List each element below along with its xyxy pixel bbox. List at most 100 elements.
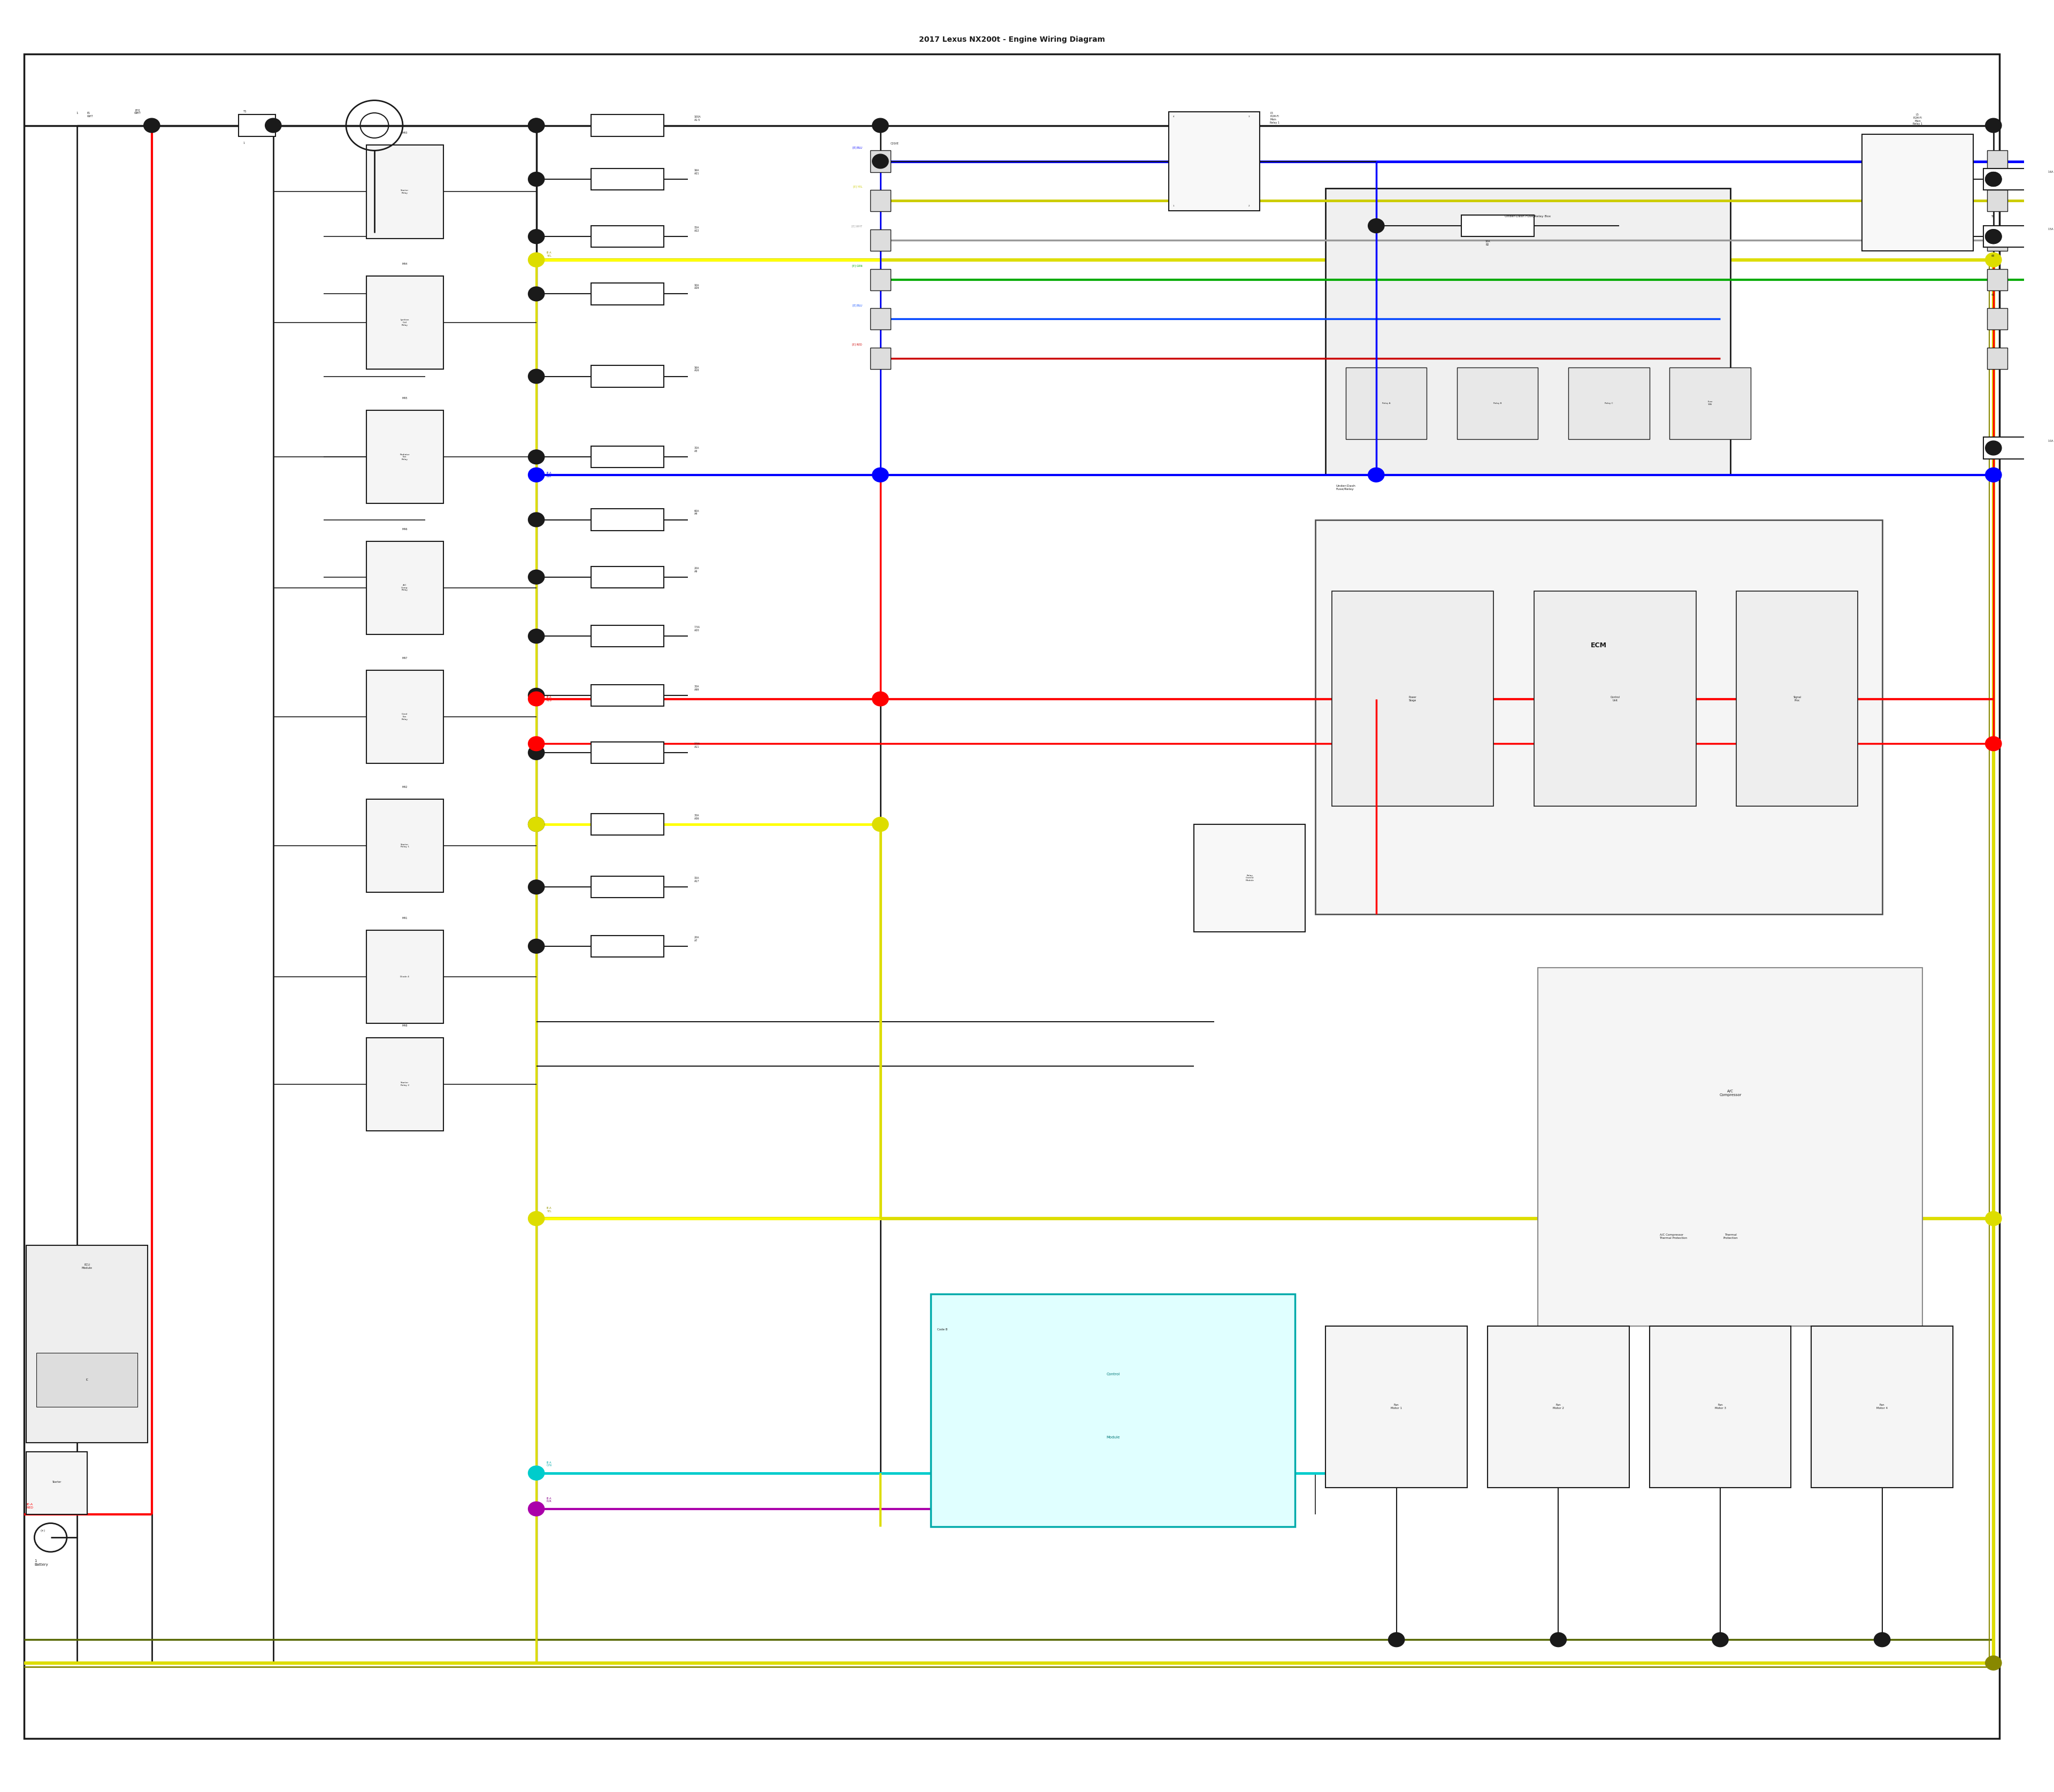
Text: IE-A
CYN: IE-A CYN bbox=[546, 1460, 553, 1468]
Text: [E] BLU: [E] BLU bbox=[852, 305, 863, 306]
Text: 20A
A9: 20A A9 bbox=[694, 566, 698, 573]
Text: Starter: Starter bbox=[51, 1480, 62, 1484]
Text: Fan
Motor 3: Fan Motor 3 bbox=[1715, 1403, 1725, 1410]
Bar bbox=[592, 168, 663, 190]
Text: IE-A
RED: IE-A RED bbox=[27, 1503, 33, 1509]
Bar bbox=[592, 742, 663, 763]
Text: 10A
B2: 10A B2 bbox=[1485, 240, 1489, 246]
Bar bbox=[1538, 968, 1923, 1326]
Bar bbox=[592, 566, 663, 588]
Bar bbox=[592, 226, 663, 247]
Bar bbox=[1460, 215, 1534, 237]
Text: Starter
Relay 1: Starter Relay 1 bbox=[401, 844, 409, 848]
Bar bbox=[366, 276, 444, 369]
Bar bbox=[1984, 226, 2054, 247]
Text: T1: T1 bbox=[242, 111, 246, 113]
Circle shape bbox=[528, 688, 544, 702]
Circle shape bbox=[1368, 219, 1384, 233]
Circle shape bbox=[1986, 468, 2001, 482]
Bar bbox=[592, 935, 663, 957]
Circle shape bbox=[528, 745, 544, 760]
Bar bbox=[366, 930, 444, 1023]
Bar bbox=[1988, 151, 2007, 172]
Bar bbox=[871, 151, 891, 172]
Circle shape bbox=[528, 513, 544, 527]
Circle shape bbox=[1986, 253, 2001, 267]
Bar bbox=[27, 1452, 86, 1514]
Bar bbox=[871, 190, 891, 211]
Text: [EI]
WHT: [EI] WHT bbox=[134, 109, 142, 115]
Text: Control: Control bbox=[1107, 1373, 1119, 1376]
Text: IC: IC bbox=[86, 1378, 88, 1382]
Text: A/C Compressor
Thermal Protection: A/C Compressor Thermal Protection bbox=[1660, 1233, 1688, 1240]
Bar bbox=[1331, 591, 1493, 806]
Bar bbox=[592, 115, 663, 136]
Circle shape bbox=[1986, 737, 2001, 751]
Bar bbox=[1988, 190, 2007, 211]
Bar bbox=[871, 348, 891, 369]
Text: Code B: Code B bbox=[937, 1328, 947, 1331]
Text: Relay A: Relay A bbox=[1382, 401, 1391, 405]
Bar bbox=[1984, 437, 2054, 459]
Circle shape bbox=[1713, 1633, 1727, 1647]
Bar bbox=[871, 308, 891, 330]
Circle shape bbox=[528, 118, 544, 133]
Text: 10A B2: 10A B2 bbox=[2048, 439, 2054, 443]
Text: 2.5A
A11: 2.5A A11 bbox=[694, 742, 700, 749]
Bar bbox=[1988, 348, 2007, 369]
Text: Ignition
Coil
Relay: Ignition Coil Relay bbox=[401, 319, 409, 326]
Bar bbox=[1649, 1326, 1791, 1487]
Bar bbox=[1534, 591, 1697, 806]
Bar bbox=[871, 269, 891, 290]
Text: 42: 42 bbox=[1992, 294, 1994, 296]
Text: ECU
Module: ECU Module bbox=[82, 1263, 92, 1269]
Bar bbox=[1988, 269, 2007, 290]
Circle shape bbox=[873, 692, 889, 706]
Text: 59: 59 bbox=[1992, 176, 1994, 177]
Text: E1
WHT: E1 WHT bbox=[86, 111, 92, 118]
Circle shape bbox=[528, 369, 544, 383]
Text: A/C
Comp.
Relay: A/C Comp. Relay bbox=[401, 584, 409, 591]
Text: Starter
Relay 2: Starter Relay 2 bbox=[401, 1082, 409, 1086]
Text: Under-Dash
Fuse/Relay: Under-Dash Fuse/Relay bbox=[1335, 484, 1356, 491]
Bar bbox=[592, 685, 663, 706]
Text: IE-A
BLU: IE-A BLU bbox=[546, 471, 553, 478]
Text: 7.5A
A20: 7.5A A20 bbox=[694, 625, 700, 633]
Bar bbox=[1315, 520, 1881, 914]
Text: M43: M43 bbox=[403, 133, 407, 134]
Text: ECM: ECM bbox=[1590, 642, 1606, 649]
Text: [E] BLU: [E] BLU bbox=[852, 147, 863, 149]
Circle shape bbox=[528, 118, 544, 133]
Bar bbox=[366, 410, 444, 504]
Text: Fuse
10A: Fuse 10A bbox=[1707, 401, 1713, 405]
Text: Relay B: Relay B bbox=[1493, 401, 1501, 405]
Text: 15A A22: 15A A22 bbox=[2048, 228, 2054, 231]
Text: M46: M46 bbox=[403, 529, 407, 530]
Text: IE-A
RED: IE-A RED bbox=[546, 695, 553, 702]
Text: Fan
Motor 4: Fan Motor 4 bbox=[1877, 1403, 1888, 1410]
Circle shape bbox=[528, 939, 544, 953]
Circle shape bbox=[528, 629, 544, 643]
Circle shape bbox=[1986, 229, 2001, 244]
Text: Fan
Motor 1: Fan Motor 1 bbox=[1391, 1403, 1403, 1410]
Text: Thermal
Protection: Thermal Protection bbox=[1723, 1233, 1738, 1240]
Text: M41: M41 bbox=[403, 918, 407, 919]
Text: [E] GRN: [E] GRN bbox=[852, 265, 863, 267]
Text: M42: M42 bbox=[403, 787, 407, 788]
Text: Power
Stage: Power Stage bbox=[1409, 695, 1417, 702]
Circle shape bbox=[265, 118, 281, 133]
Text: Module: Module bbox=[1107, 1435, 1119, 1439]
Text: 68: 68 bbox=[1992, 254, 1994, 256]
Bar bbox=[592, 814, 663, 835]
Circle shape bbox=[528, 817, 544, 831]
Bar bbox=[366, 799, 444, 892]
Text: IE-A
PUR: IE-A PUR bbox=[546, 1496, 553, 1503]
Text: 10A
A29: 10A A29 bbox=[694, 283, 698, 290]
Circle shape bbox=[528, 1211, 544, 1226]
Bar bbox=[592, 509, 663, 530]
Bar bbox=[1670, 367, 1750, 439]
Text: Under-Dash Fuse/Relay Box: Under-Dash Fuse/Relay Box bbox=[1506, 215, 1551, 217]
Circle shape bbox=[1873, 1633, 1890, 1647]
Circle shape bbox=[528, 229, 544, 244]
Circle shape bbox=[873, 468, 889, 482]
